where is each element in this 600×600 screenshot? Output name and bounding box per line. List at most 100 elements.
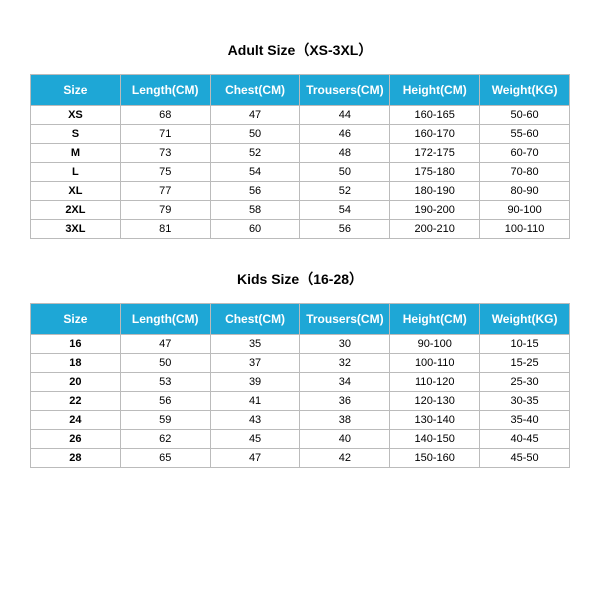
adult-cell: 90-100 bbox=[480, 201, 570, 220]
kids-cell: 18 bbox=[31, 354, 121, 373]
adult-cell: 56 bbox=[210, 182, 300, 201]
kids-table-row: 1647353090-10010-15 bbox=[31, 335, 570, 354]
adult-cell: 46 bbox=[300, 125, 390, 144]
adult-cell: 160-170 bbox=[390, 125, 480, 144]
kids-col-header: Chest(CM) bbox=[210, 304, 300, 335]
adult-title: Adult Size（XS-3XL） bbox=[30, 40, 570, 60]
kids-cell: 50 bbox=[120, 354, 210, 373]
kids-cell: 15-25 bbox=[480, 354, 570, 373]
kids-cell: 40-45 bbox=[480, 430, 570, 449]
adult-cell: 58 bbox=[210, 201, 300, 220]
adult-table-row: 3XL816056200-210100-110 bbox=[31, 220, 570, 239]
kids-cell: 150-160 bbox=[390, 449, 480, 468]
adult-cell: 50 bbox=[300, 163, 390, 182]
kids-cell: 22 bbox=[31, 392, 121, 411]
adult-cell: 3XL bbox=[31, 220, 121, 239]
kids-title: Kids Size（16-28） bbox=[30, 269, 570, 289]
kids-cell: 24 bbox=[31, 411, 121, 430]
kids-cell: 47 bbox=[120, 335, 210, 354]
adult-cell: 70-80 bbox=[480, 163, 570, 182]
adult-cell: 175-180 bbox=[390, 163, 480, 182]
adult-cell: 48 bbox=[300, 144, 390, 163]
kids-cell: 53 bbox=[120, 373, 210, 392]
kids-col-header: Size bbox=[31, 304, 121, 335]
adult-cell: 60-70 bbox=[480, 144, 570, 163]
adult-table-row: S715046160-17055-60 bbox=[31, 125, 570, 144]
adult-table: SizeLength(CM)Chest(CM)Trousers(CM)Heigh… bbox=[30, 74, 570, 239]
kids-cell: 38 bbox=[300, 411, 390, 430]
adult-cell: 172-175 bbox=[390, 144, 480, 163]
kids-cell: 39 bbox=[210, 373, 300, 392]
kids-table-row: 24594338130-14035-40 bbox=[31, 411, 570, 430]
kids-cell: 35-40 bbox=[480, 411, 570, 430]
kids-cell: 16 bbox=[31, 335, 121, 354]
kids-cell: 35 bbox=[210, 335, 300, 354]
adult-table-row: 2XL795854190-20090-100 bbox=[31, 201, 570, 220]
kids-cell: 90-100 bbox=[390, 335, 480, 354]
kids-cell: 43 bbox=[210, 411, 300, 430]
kids-table-row: 26624540140-15040-45 bbox=[31, 430, 570, 449]
kids-col-header: Length(CM) bbox=[120, 304, 210, 335]
adult-cell: XL bbox=[31, 182, 121, 201]
kids-cell: 45 bbox=[210, 430, 300, 449]
adult-cell: L bbox=[31, 163, 121, 182]
kids-col-header: Weight(KG) bbox=[480, 304, 570, 335]
adult-table-row: XS684744160-16550-60 bbox=[31, 106, 570, 125]
adult-table-row: XL775652180-19080-90 bbox=[31, 182, 570, 201]
kids-size-chart: Kids Size（16-28） SizeLength(CM)Chest(CM)… bbox=[30, 269, 570, 468]
kids-cell: 32 bbox=[300, 354, 390, 373]
adult-col-header: Size bbox=[31, 75, 121, 106]
kids-cell: 30-35 bbox=[480, 392, 570, 411]
adult-cell: 100-110 bbox=[480, 220, 570, 239]
adult-cell: 75 bbox=[120, 163, 210, 182]
kids-cell: 59 bbox=[120, 411, 210, 430]
adult-cell: 50-60 bbox=[480, 106, 570, 125]
kids-cell: 40 bbox=[300, 430, 390, 449]
adult-table-row: M735248172-17560-70 bbox=[31, 144, 570, 163]
adult-cell: 80-90 bbox=[480, 182, 570, 201]
kids-cell: 56 bbox=[120, 392, 210, 411]
kids-cell: 45-50 bbox=[480, 449, 570, 468]
kids-cell: 25-30 bbox=[480, 373, 570, 392]
kids-cell: 130-140 bbox=[390, 411, 480, 430]
kids-cell: 41 bbox=[210, 392, 300, 411]
kids-cell: 28 bbox=[31, 449, 121, 468]
adult-cell: 56 bbox=[300, 220, 390, 239]
kids-col-header: Trousers(CM) bbox=[300, 304, 390, 335]
adult-cell: 44 bbox=[300, 106, 390, 125]
adult-cell: XS bbox=[31, 106, 121, 125]
kids-cell: 120-130 bbox=[390, 392, 480, 411]
adult-cell: M bbox=[31, 144, 121, 163]
kids-cell: 100-110 bbox=[390, 354, 480, 373]
adult-cell: 180-190 bbox=[390, 182, 480, 201]
kids-cell: 62 bbox=[120, 430, 210, 449]
kids-col-header: Height(CM) bbox=[390, 304, 480, 335]
kids-table-row: 22564136120-13030-35 bbox=[31, 392, 570, 411]
kids-cell: 110-120 bbox=[390, 373, 480, 392]
adult-size-chart: Adult Size（XS-3XL） SizeLength(CM)Chest(C… bbox=[30, 40, 570, 239]
kids-cell: 10-15 bbox=[480, 335, 570, 354]
kids-cell: 36 bbox=[300, 392, 390, 411]
adult-cell: 77 bbox=[120, 182, 210, 201]
adult-col-header: Height(CM) bbox=[390, 75, 480, 106]
adult-cell: 71 bbox=[120, 125, 210, 144]
adult-cell: 47 bbox=[210, 106, 300, 125]
adult-col-header: Length(CM) bbox=[120, 75, 210, 106]
kids-table: SizeLength(CM)Chest(CM)Trousers(CM)Heigh… bbox=[30, 303, 570, 468]
kids-cell: 26 bbox=[31, 430, 121, 449]
kids-cell: 140-150 bbox=[390, 430, 480, 449]
adult-cell: 2XL bbox=[31, 201, 121, 220]
adult-table-row: L755450175-18070-80 bbox=[31, 163, 570, 182]
adult-cell: 52 bbox=[210, 144, 300, 163]
kids-cell: 47 bbox=[210, 449, 300, 468]
kids-cell: 42 bbox=[300, 449, 390, 468]
kids-cell: 34 bbox=[300, 373, 390, 392]
adult-cell: 54 bbox=[300, 201, 390, 220]
adult-cell: 79 bbox=[120, 201, 210, 220]
adult-cell: 50 bbox=[210, 125, 300, 144]
adult-cell: 68 bbox=[120, 106, 210, 125]
kids-cell: 30 bbox=[300, 335, 390, 354]
adult-col-header: Chest(CM) bbox=[210, 75, 300, 106]
adult-cell: 160-165 bbox=[390, 106, 480, 125]
kids-table-row: 28654742150-16045-50 bbox=[31, 449, 570, 468]
